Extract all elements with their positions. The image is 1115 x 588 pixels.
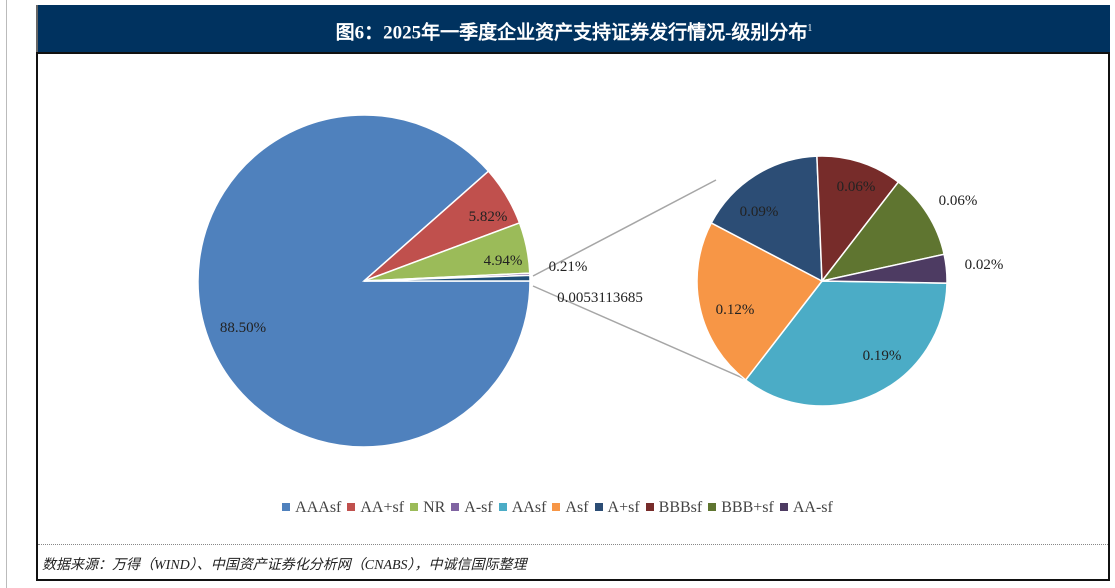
legend-swatch — [645, 503, 654, 511]
legend-item: NR — [410, 499, 445, 516]
legend-item: BBB+sf — [708, 499, 774, 516]
secondary-pie-slice-aa-sf — [821, 253, 948, 284]
secondary-pie-label-aasf: 0.19% — [863, 348, 902, 364]
chart-title: 图6：2025年一季度企业资产支持证券发行情况-级别分布 — [335, 22, 808, 44]
secondary-pie-slice-a+sf — [710, 155, 823, 283]
connector-line-bottom — [532, 285, 753, 383]
secondary-pie-label-bbbsf: 0.06% — [837, 179, 876, 195]
chart-frame — [36, 52, 1110, 581]
secondary-pie-label-a+sf: 0.09% — [740, 204, 779, 220]
legend-item: Asf — [552, 499, 589, 516]
legend-swatch — [498, 503, 507, 511]
legend-label: AAsf — [511, 499, 547, 516]
footnote-mark: 1 — [807, 23, 813, 34]
legend-label: AAAsf — [295, 499, 342, 516]
legend-swatch — [451, 503, 460, 511]
legend: AAAsf AA+sf NR A-sf AAsf Asf A+sf BBBsf BBB+sf AA… — [0, 499, 1115, 517]
legend-swatch — [594, 503, 603, 511]
main-pie-slice-other — [363, 274, 531, 282]
legend-item: AA+sf — [347, 499, 404, 516]
legend-item: AAsf — [498, 499, 547, 516]
legend-swatch — [410, 503, 419, 511]
legend-item: BBBsf — [645, 499, 703, 516]
legend-label: BBBsf — [658, 499, 703, 516]
main-pie-label-other: 0.0053113685 — [557, 290, 643, 306]
main-pie-label-nr: 4.94% — [484, 253, 523, 269]
secondary-pie-label-asf: 0.12% — [716, 302, 755, 318]
legend-label: BBB+sf — [721, 499, 774, 516]
legend-swatch — [282, 503, 291, 511]
legend-label: A-sf — [464, 499, 493, 516]
legend-swatch — [708, 503, 717, 511]
main-pie-label-aa+sf: 5.82% — [469, 209, 508, 225]
secondary-pie-label-aa-sf: 0.02% — [965, 257, 1004, 273]
legend-label: NR — [423, 499, 446, 516]
secondary-pie-slice-asf — [696, 221, 824, 381]
legend-label: A+sf — [607, 499, 640, 516]
secondary-pie-label-bbb+sf: 0.06% — [939, 193, 978, 209]
secondary-pie-slice-aasf — [744, 280, 948, 407]
legend-item: AA-sf — [779, 499, 833, 516]
legend-item: AAAsf — [282, 499, 341, 516]
main-pie-label-a-sf: 0.21% — [549, 259, 588, 275]
legend-item: A+sf — [594, 499, 640, 516]
secondary-pie-slice-bbb+sf — [820, 181, 946, 283]
chart-title-bar: 图6：2025年一季度企业资产支持证券发行情况-级别分布1 — [36, 5, 1110, 52]
source-note: 数据来源：万得（WIND）、中国资产证券化分析网（CNABS），中诚信国际整理 — [42, 558, 527, 573]
page-margin-line — [6, 0, 7, 588]
legend-swatch — [779, 503, 788, 511]
legend-label: Asf — [565, 499, 589, 516]
main-pie-slice-aaasf — [197, 114, 531, 448]
connector-line-top — [532, 179, 717, 277]
legend-label: AA+sf — [360, 499, 405, 516]
main-pie-label-aaasf: 88.50% — [220, 320, 266, 336]
legend-swatch — [347, 503, 356, 511]
divider — [38, 544, 1108, 545]
legend-item: A-sf — [451, 499, 493, 516]
secondary-pie-slice-bbbsf — [816, 155, 900, 284]
legend-swatch — [552, 503, 561, 511]
legend-label: AA-sf — [792, 499, 833, 516]
